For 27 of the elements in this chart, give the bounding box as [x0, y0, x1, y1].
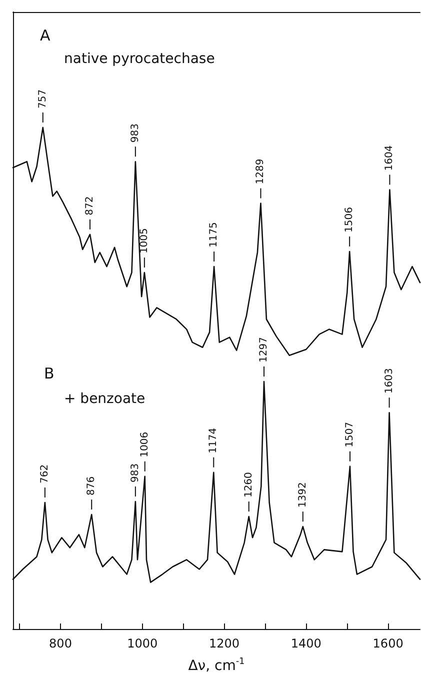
x-tick-label: 1400 [290, 636, 322, 650]
x-tick-label: 1200 [209, 636, 240, 650]
annotation: 1603 [384, 368, 395, 394]
annotation: 983 [130, 124, 141, 143]
annotation: + benzoate [64, 391, 146, 407]
annotation: 1174 [208, 428, 220, 454]
annotation: 876 [86, 476, 98, 496]
text: A [40, 26, 51, 44]
annotation: 1175 [208, 222, 220, 248]
annotation: 983 [130, 463, 141, 482]
annotation: 1005 [138, 228, 150, 254]
annotation: 1506 [344, 207, 356, 232]
annotation: 1006 [139, 432, 150, 458]
text: native pyrocatechase [64, 51, 215, 67]
annotation: 1289 [255, 158, 266, 184]
annotation: 762 [39, 464, 50, 484]
annotation: 757 [37, 89, 48, 108]
x-tick-label: 1000 [127, 636, 158, 650]
x-tick-label: 1600 [372, 636, 404, 650]
annotation: 1507 [344, 422, 356, 448]
annotation: B [44, 364, 54, 382]
annotation: 1392 [297, 482, 308, 508]
annotation: 1604 [384, 145, 396, 171]
annotation: 1297 [258, 337, 270, 362]
annotation: 1260 [243, 472, 254, 498]
annotation: 872 [84, 196, 96, 216]
x-tick-label: 800 [49, 636, 72, 650]
